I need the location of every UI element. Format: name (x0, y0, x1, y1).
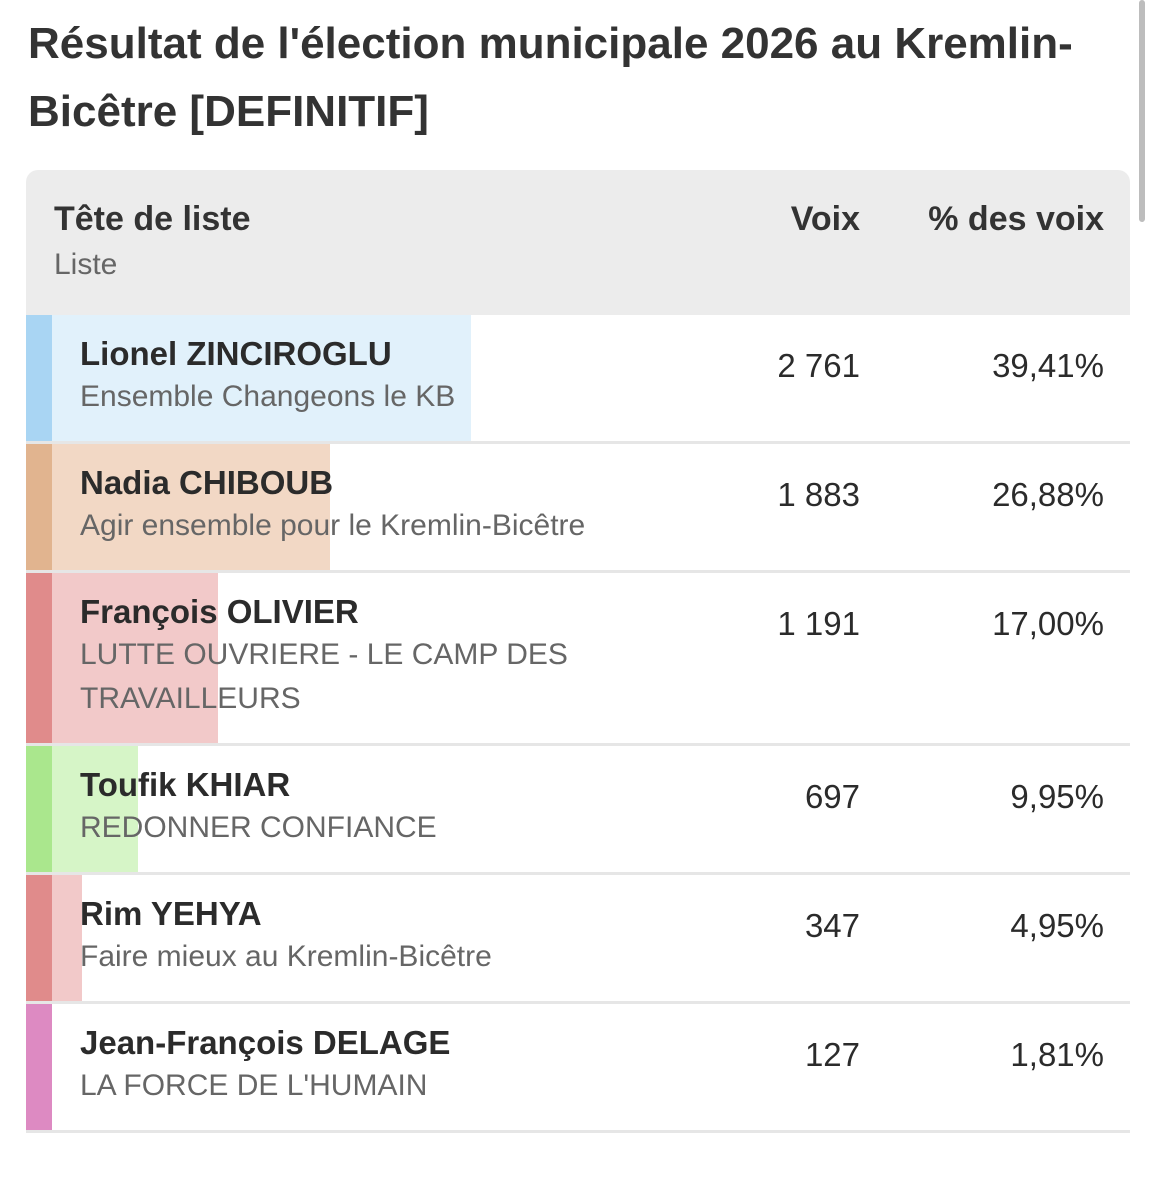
row-text: Lionel ZINCIROGLU Ensemble Changeons le K… (26, 315, 640, 441)
table-body: Lionel ZINCIROGLU Ensemble Changeons le K… (26, 315, 1130, 1133)
color-strip (26, 573, 52, 743)
row-text: François OLIVIER LUTTE OUVRIERE - LE CAMP… (26, 573, 640, 743)
votes: 1 883 (777, 476, 860, 513)
color-strip (26, 746, 52, 872)
result-row: Toufik KHIAR REDONNER CONFIANCE 697 9,95% (26, 746, 1130, 875)
list-name: LA FORCE DE L'HUMAIN (80, 1069, 428, 1102)
scrollbar (1139, 0, 1145, 222)
list-name: Faire mieux au Kremlin-Bicêtre (80, 940, 492, 973)
votes: 347 (804, 907, 860, 944)
candidate-name: Rim YEHYA (80, 895, 262, 932)
result-row: Jean-François DELAGE LA FORCE DE L'HUMAIN… (26, 1004, 1130, 1133)
list-name: Ensemble Changeons le KB (80, 380, 456, 413)
vote-share: 9,95% (1010, 778, 1104, 815)
vote-share: 4,95% (1010, 907, 1104, 944)
vote-share: 17,00% (992, 605, 1104, 642)
vote-share: 26,88% (992, 476, 1104, 513)
page-title: Résultat de l'élection municipale 2026 a… (28, 19, 1073, 136)
share-bar (26, 315, 472, 441)
share-bar (26, 444, 330, 570)
color-strip (26, 875, 52, 1001)
candidate-name: Toufik KHIAR (80, 766, 291, 803)
vote-share: 39,41% (992, 347, 1104, 384)
list-name: Agir ensemble pour le Kremlin-Bicêtre (80, 509, 586, 542)
color-strip (26, 1004, 52, 1130)
table-header: Tête de liste Liste Voix % des voix (26, 170, 1130, 315)
row-text: Nadia CHIBOUB Agir ensemble pour le Kreml… (26, 444, 640, 570)
candidate-name: Lionel ZINCIROGLU (80, 335, 392, 372)
column-header: Tête de liste (54, 200, 251, 238)
list-name: LUTTE OUVRIERE - LE CAMP DES TRAVAILLEUR… (80, 638, 568, 715)
row-text: Rim YEHYA Faire mieux au Kremlin-Bicêtre (26, 875, 640, 1001)
column-header: % des voix (928, 200, 1104, 238)
candidate-name: Nadia CHIBOUB (80, 464, 334, 501)
result-row: Lionel ZINCIROGLU Ensemble Changeons le K… (26, 315, 1130, 444)
votes: 1 191 (777, 605, 860, 642)
result-row: Rim YEHYA Faire mieux au Kremlin-Bicêtre 3… (26, 875, 1130, 1004)
color-strip (26, 444, 52, 570)
votes: 127 (804, 1036, 860, 1073)
row-text: Jean-François DELAGE LA FORCE DE L'HUMAIN (26, 1004, 640, 1130)
vote-share: 1,81% (1010, 1036, 1104, 1073)
share-bar (26, 573, 219, 743)
column-header: Voix (790, 200, 860, 238)
color-strip (26, 315, 52, 441)
results-table: Tête de liste Liste Voix % des voix Lion… (26, 170, 1130, 1133)
row-text: Toufik KHIAR REDONNER CONFIANCE (26, 746, 640, 872)
candidate-name: François OLIVIER (80, 593, 359, 630)
column-subheader: Liste (54, 248, 118, 281)
candidate-name: Jean-François DELAGE (80, 1024, 451, 1061)
votes: 697 (804, 778, 860, 815)
result-row: Nadia CHIBOUB Agir ensemble pour le Kreml… (26, 444, 1130, 573)
result-row: François OLIVIER LUTTE OUVRIERE - LE CAMP… (26, 573, 1130, 746)
list-name: REDONNER CONFIANCE (80, 811, 437, 844)
votes: 2 761 (777, 347, 860, 384)
